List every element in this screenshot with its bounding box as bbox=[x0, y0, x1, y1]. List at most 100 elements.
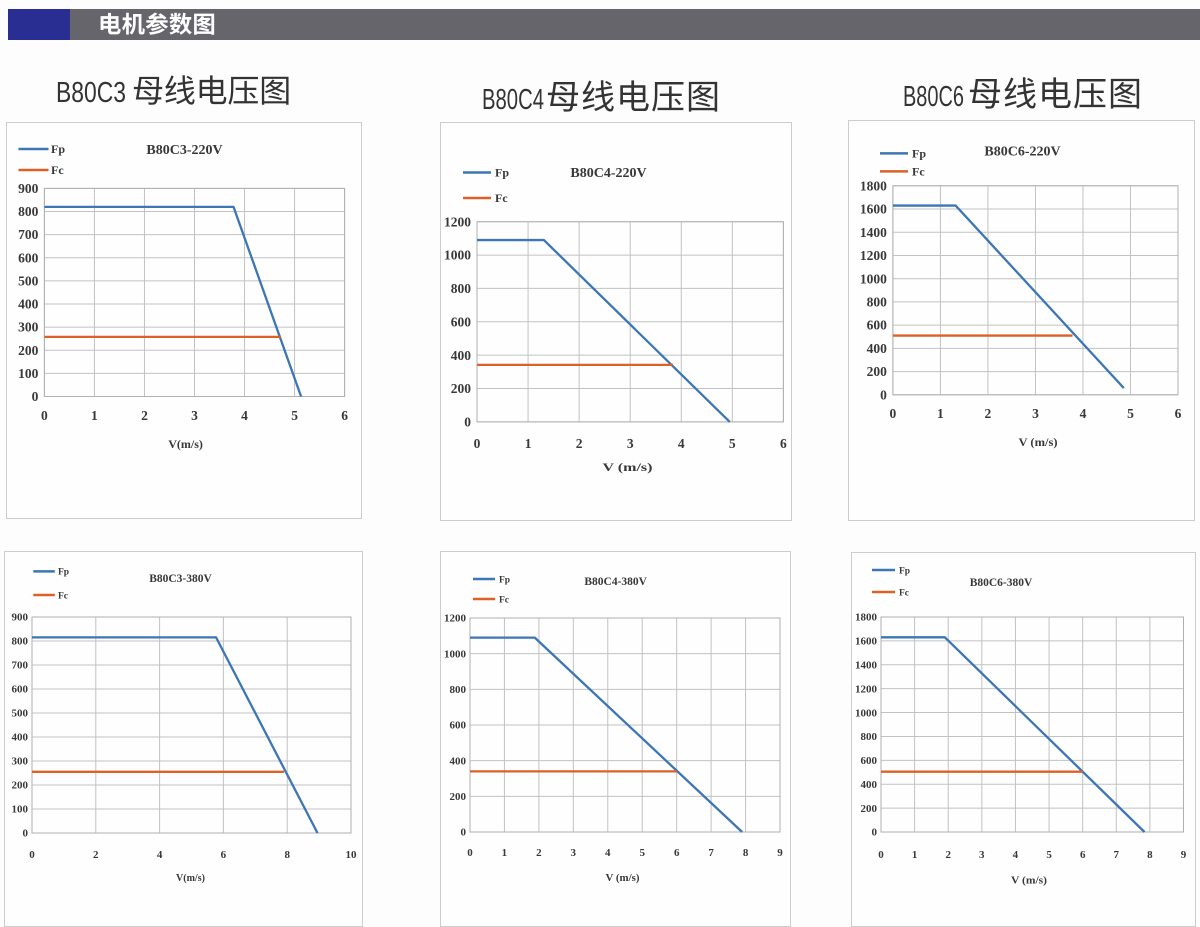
svg-text:Fp: Fp bbox=[495, 166, 509, 180]
svg-text:1800: 1800 bbox=[860, 178, 887, 193]
svg-text:3: 3 bbox=[191, 408, 198, 423]
svg-text:600: 600 bbox=[861, 755, 878, 767]
svg-text:9: 9 bbox=[777, 847, 783, 859]
svg-text:200: 200 bbox=[12, 780, 29, 792]
svg-text:3: 3 bbox=[1032, 406, 1039, 421]
svg-text:1600: 1600 bbox=[860, 202, 887, 217]
svg-text:0: 0 bbox=[41, 408, 48, 423]
svg-text:4: 4 bbox=[241, 408, 248, 423]
svg-text:200: 200 bbox=[18, 343, 39, 358]
svg-text:0: 0 bbox=[878, 849, 884, 861]
svg-text:400: 400 bbox=[12, 732, 29, 744]
svg-text:Fc: Fc bbox=[912, 165, 925, 179]
svg-text:200: 200 bbox=[861, 803, 878, 815]
svg-text:Fp: Fp bbox=[912, 147, 926, 161]
svg-text:5: 5 bbox=[291, 408, 298, 423]
svg-text:V (m/s): V (m/s) bbox=[1019, 435, 1058, 449]
svg-text:0: 0 bbox=[29, 849, 35, 861]
svg-text:4: 4 bbox=[1080, 406, 1087, 421]
svg-text:Fc: Fc bbox=[899, 588, 909, 598]
svg-text:3: 3 bbox=[571, 847, 577, 859]
svg-text:3: 3 bbox=[627, 436, 634, 451]
svg-text:B80C4-380V: B80C4-380V bbox=[584, 576, 647, 588]
svg-text:B80C6: B80C6 bbox=[903, 81, 964, 113]
svg-text:600: 600 bbox=[18, 250, 39, 265]
svg-text:400: 400 bbox=[451, 348, 472, 363]
svg-text:7: 7 bbox=[708, 847, 714, 859]
svg-text:B80C3: B80C3 bbox=[56, 77, 126, 109]
svg-text:800: 800 bbox=[451, 281, 472, 296]
svg-text:1000: 1000 bbox=[860, 271, 887, 286]
svg-text:4: 4 bbox=[605, 847, 611, 859]
svg-text:800: 800 bbox=[12, 636, 29, 648]
svg-text:1: 1 bbox=[91, 408, 98, 423]
svg-text:Fp: Fp bbox=[51, 142, 65, 156]
svg-text:1400: 1400 bbox=[855, 660, 878, 672]
svg-text:1400: 1400 bbox=[860, 225, 887, 240]
svg-text:Fc: Fc bbox=[58, 591, 68, 601]
svg-text:8: 8 bbox=[1147, 849, 1153, 861]
svg-text:500: 500 bbox=[12, 708, 29, 720]
svg-text:Fc: Fc bbox=[51, 163, 64, 177]
svg-text:2: 2 bbox=[93, 849, 99, 861]
svg-text:1600: 1600 bbox=[855, 636, 878, 648]
svg-text:2: 2 bbox=[945, 849, 951, 861]
svg-text:4: 4 bbox=[1013, 849, 1019, 861]
svg-text:6: 6 bbox=[674, 847, 680, 859]
svg-text:1000: 1000 bbox=[444, 648, 467, 660]
svg-text:800: 800 bbox=[450, 684, 467, 696]
svg-text:5: 5 bbox=[1127, 406, 1134, 421]
svg-text:2: 2 bbox=[141, 408, 148, 423]
svg-text:B80C3-220V: B80C3-220V bbox=[146, 143, 222, 158]
svg-text:100: 100 bbox=[12, 804, 29, 816]
svg-text:6: 6 bbox=[1175, 406, 1182, 421]
svg-text:0: 0 bbox=[461, 827, 467, 839]
svg-text:100: 100 bbox=[18, 366, 39, 381]
svg-text:1000: 1000 bbox=[855, 707, 878, 719]
svg-text:B80C4: B80C4 bbox=[482, 84, 544, 116]
svg-text:V (m/s): V (m/s) bbox=[603, 460, 653, 474]
svg-text:0: 0 bbox=[464, 415, 471, 430]
svg-text:0: 0 bbox=[32, 389, 39, 404]
svg-text:9: 9 bbox=[1181, 849, 1187, 861]
svg-text:0: 0 bbox=[474, 436, 481, 451]
svg-text:Fp: Fp bbox=[58, 568, 69, 578]
svg-text:800: 800 bbox=[867, 295, 888, 310]
svg-text:700: 700 bbox=[18, 227, 39, 242]
svg-text:4: 4 bbox=[678, 436, 685, 451]
svg-text:1000: 1000 bbox=[444, 248, 471, 263]
svg-text:2: 2 bbox=[576, 436, 583, 451]
svg-text:500: 500 bbox=[18, 274, 39, 289]
svg-text:8: 8 bbox=[743, 847, 749, 859]
svg-text:6: 6 bbox=[221, 849, 227, 861]
svg-text:0: 0 bbox=[880, 387, 887, 402]
svg-text:200: 200 bbox=[451, 381, 472, 396]
svg-text:6: 6 bbox=[780, 436, 787, 451]
svg-text:1: 1 bbox=[525, 436, 532, 451]
svg-text:600: 600 bbox=[451, 314, 472, 329]
svg-text:1: 1 bbox=[937, 406, 944, 421]
svg-text:10: 10 bbox=[346, 849, 358, 861]
svg-text:5: 5 bbox=[639, 847, 645, 859]
svg-text:1200: 1200 bbox=[860, 248, 887, 263]
svg-text:2: 2 bbox=[985, 406, 992, 421]
svg-text:Fp: Fp bbox=[899, 566, 910, 576]
svg-text:600: 600 bbox=[12, 684, 29, 696]
svg-text:Fc: Fc bbox=[495, 191, 508, 205]
svg-text:8: 8 bbox=[284, 849, 290, 861]
svg-text:4: 4 bbox=[157, 849, 163, 861]
svg-text:Fc: Fc bbox=[499, 595, 509, 605]
svg-text:B80C3-380V: B80C3-380V bbox=[149, 573, 212, 585]
svg-text:1200: 1200 bbox=[855, 683, 878, 695]
svg-text:200: 200 bbox=[867, 364, 888, 379]
svg-text:5: 5 bbox=[1046, 849, 1052, 861]
svg-text:7: 7 bbox=[1114, 849, 1120, 861]
svg-text:B80C6-220V: B80C6-220V bbox=[984, 144, 1060, 159]
svg-text:600: 600 bbox=[867, 318, 888, 333]
svg-text:400: 400 bbox=[861, 779, 878, 791]
svg-text:6: 6 bbox=[1080, 849, 1086, 861]
svg-text:900: 900 bbox=[12, 612, 29, 624]
svg-text:5: 5 bbox=[729, 436, 736, 451]
svg-text:0: 0 bbox=[23, 828, 29, 840]
svg-text:V (m/s): V (m/s) bbox=[606, 873, 640, 884]
